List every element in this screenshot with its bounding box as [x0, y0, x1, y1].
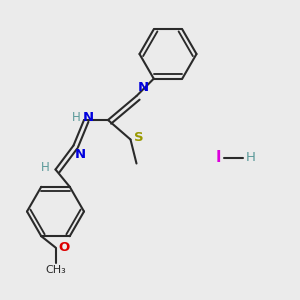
Text: H: H [72, 111, 80, 124]
Text: S: S [134, 131, 144, 144]
Text: I: I [216, 150, 221, 165]
Text: O: O [58, 241, 70, 254]
Text: N: N [82, 111, 94, 124]
Text: CH₃: CH₃ [45, 265, 66, 275]
Text: N: N [138, 82, 149, 94]
Text: H: H [41, 160, 50, 174]
Text: N: N [75, 148, 86, 161]
Text: H: H [245, 151, 255, 164]
